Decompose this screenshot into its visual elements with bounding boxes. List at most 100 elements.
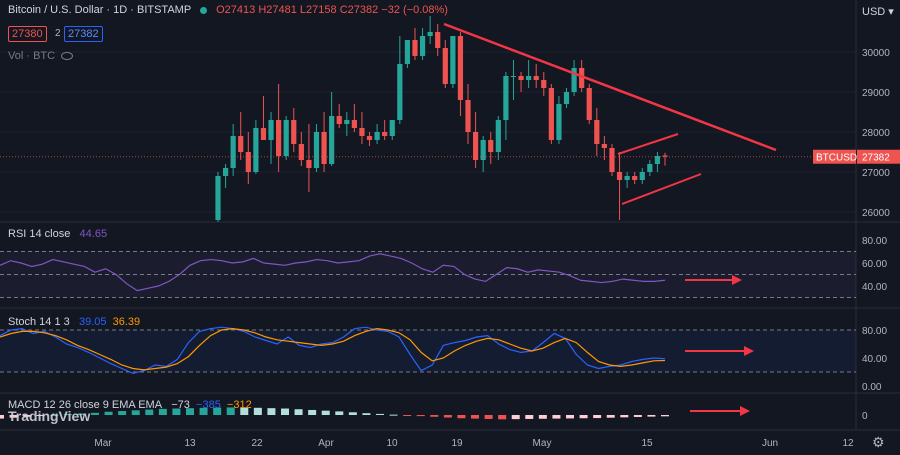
macd-hist-bar	[661, 415, 669, 417]
ohlc-close: 27382	[347, 4, 379, 16]
price-tick-label: 29000	[862, 88, 890, 99]
macd-legend[interactable]: MACD 12 26 close 9 EMA EMA −73 −385 −312	[8, 399, 252, 411]
macd-hist-bar	[376, 413, 384, 415]
candle-body	[359, 128, 365, 136]
candle-body	[510, 76, 517, 77]
candle-body	[571, 68, 577, 92]
candle-body	[457, 36, 464, 100]
time-tick-label: 22	[251, 438, 263, 449]
price-tick-label: 28000	[862, 128, 890, 139]
candle-body	[442, 48, 448, 84]
time-tick-label: 13	[184, 438, 196, 449]
candle-body	[313, 132, 320, 168]
macd-hist-bar	[199, 407, 208, 415]
buy-price-button[interactable]: 27382	[64, 26, 103, 42]
gear-icon[interactable]: ⚙	[872, 434, 885, 450]
macd-hist-bar	[240, 407, 249, 415]
macd-hist-bar	[0, 415, 4, 419]
macd-hist-bar	[118, 411, 127, 415]
macd-hist-bar	[321, 410, 330, 415]
candle-body	[268, 120, 274, 140]
candle-body	[639, 172, 645, 180]
eye-icon[interactable]	[61, 52, 74, 61]
macd-hist-bar	[525, 415, 534, 419]
candle-body	[624, 176, 630, 180]
macd-hist-value: −73	[171, 399, 190, 411]
candle-body	[472, 132, 479, 160]
macd-arrowhead	[740, 406, 750, 416]
rsi-legend[interactable]: RSI 14 close 44.65	[8, 228, 107, 240]
currency-label: USD	[862, 6, 886, 18]
stoch-legend[interactable]: Stoch 14 1 3 39.05 36.39	[8, 316, 140, 328]
macd-hist-bar	[552, 415, 561, 419]
symbol-tag-bg	[813, 149, 856, 164]
candle-body	[412, 40, 418, 56]
macd-hist-bar	[430, 415, 439, 417]
ohlc-open: 27413	[224, 4, 256, 16]
symbol-header[interactable]: Bitcoin / U.S. Dollar · 1D · BITSTAMP O2…	[8, 4, 448, 16]
macd-hist-bar	[538, 415, 547, 419]
watermark-text: TradingView	[8, 408, 91, 424]
macd-hist-bar	[281, 408, 289, 415]
candle-body	[291, 120, 297, 144]
ohlc-high-label: H	[258, 4, 267, 16]
time-tick-label: 15	[641, 438, 653, 449]
time-tick-label: Mar	[94, 438, 112, 449]
candle-body	[389, 120, 395, 136]
candle-body	[344, 120, 350, 124]
last-price-tag-bg	[857, 149, 900, 164]
macd-hist-bar	[348, 412, 357, 415]
candle-body	[586, 88, 592, 120]
macd-hist-bar	[267, 408, 276, 415]
macd-hist-bar	[91, 412, 99, 415]
volume-legend[interactable]: Vol · BTC	[8, 50, 74, 62]
time-tick-label: Jun	[762, 438, 778, 449]
rsi-tick-label: 40.00	[862, 282, 887, 293]
macd-hist-bar	[511, 415, 520, 420]
stoch-k-value: 39.05	[78, 316, 107, 328]
stoch-tick-label: 0.00	[862, 382, 882, 393]
macd-tick-label: 0	[862, 411, 868, 422]
time-tick-label: 10	[386, 438, 398, 449]
macd-hist-bar	[416, 415, 425, 417]
candle-body	[526, 76, 532, 80]
ohlc-change: −32 (−0.08%)	[381, 4, 448, 16]
macd-hist-bar	[77, 413, 86, 415]
macd-hist-bar	[23, 415, 32, 417]
price-tick-label: 27000	[862, 168, 890, 179]
macd-hist-bar	[620, 415, 629, 418]
candle-body	[435, 32, 441, 48]
candle-body	[298, 144, 304, 160]
macd-hist-bar	[566, 415, 574, 419]
macd-hist-bar	[294, 409, 303, 415]
stoch-d-value: 36.39	[112, 316, 141, 328]
macd-hist-bar	[9, 415, 18, 418]
macd-hist-bar	[443, 415, 452, 418]
macd-label: MACD 12 26 close 9 EMA EMA	[8, 399, 163, 411]
macd-hist-bar	[131, 410, 140, 415]
flag-lower-line	[621, 173, 702, 205]
macd-line-value: −385	[196, 399, 221, 411]
rsi-tick-label: 60.00	[862, 259, 887, 270]
macd-hist-bar	[606, 415, 615, 418]
ohlc-close-label: C	[339, 4, 348, 16]
macd-hist-bar	[335, 411, 344, 415]
sell-price-button[interactable]: 27380	[8, 26, 47, 42]
time-tick-label: 19	[451, 438, 463, 449]
macd-hist-bar	[457, 415, 466, 419]
candle-body	[480, 140, 486, 160]
flag-upper-line	[617, 133, 679, 155]
candle-body	[374, 132, 380, 140]
candle-body	[518, 76, 524, 80]
rsi-value: 44.65	[79, 228, 108, 240]
macd-hist-bar	[36, 415, 45, 416]
candle-body	[419, 36, 426, 56]
candle-body	[245, 152, 251, 172]
spread-value: 2	[55, 28, 61, 39]
symbol-title[interactable]: Bitcoin / U.S. Dollar · 1D · BITSTAMP	[8, 4, 191, 16]
macd-hist-bar	[403, 415, 412, 416]
descending-trendline	[443, 22, 777, 152]
macd-hist-bar	[104, 411, 113, 415]
currency-selector[interactable]: USD ▾	[862, 6, 894, 18]
